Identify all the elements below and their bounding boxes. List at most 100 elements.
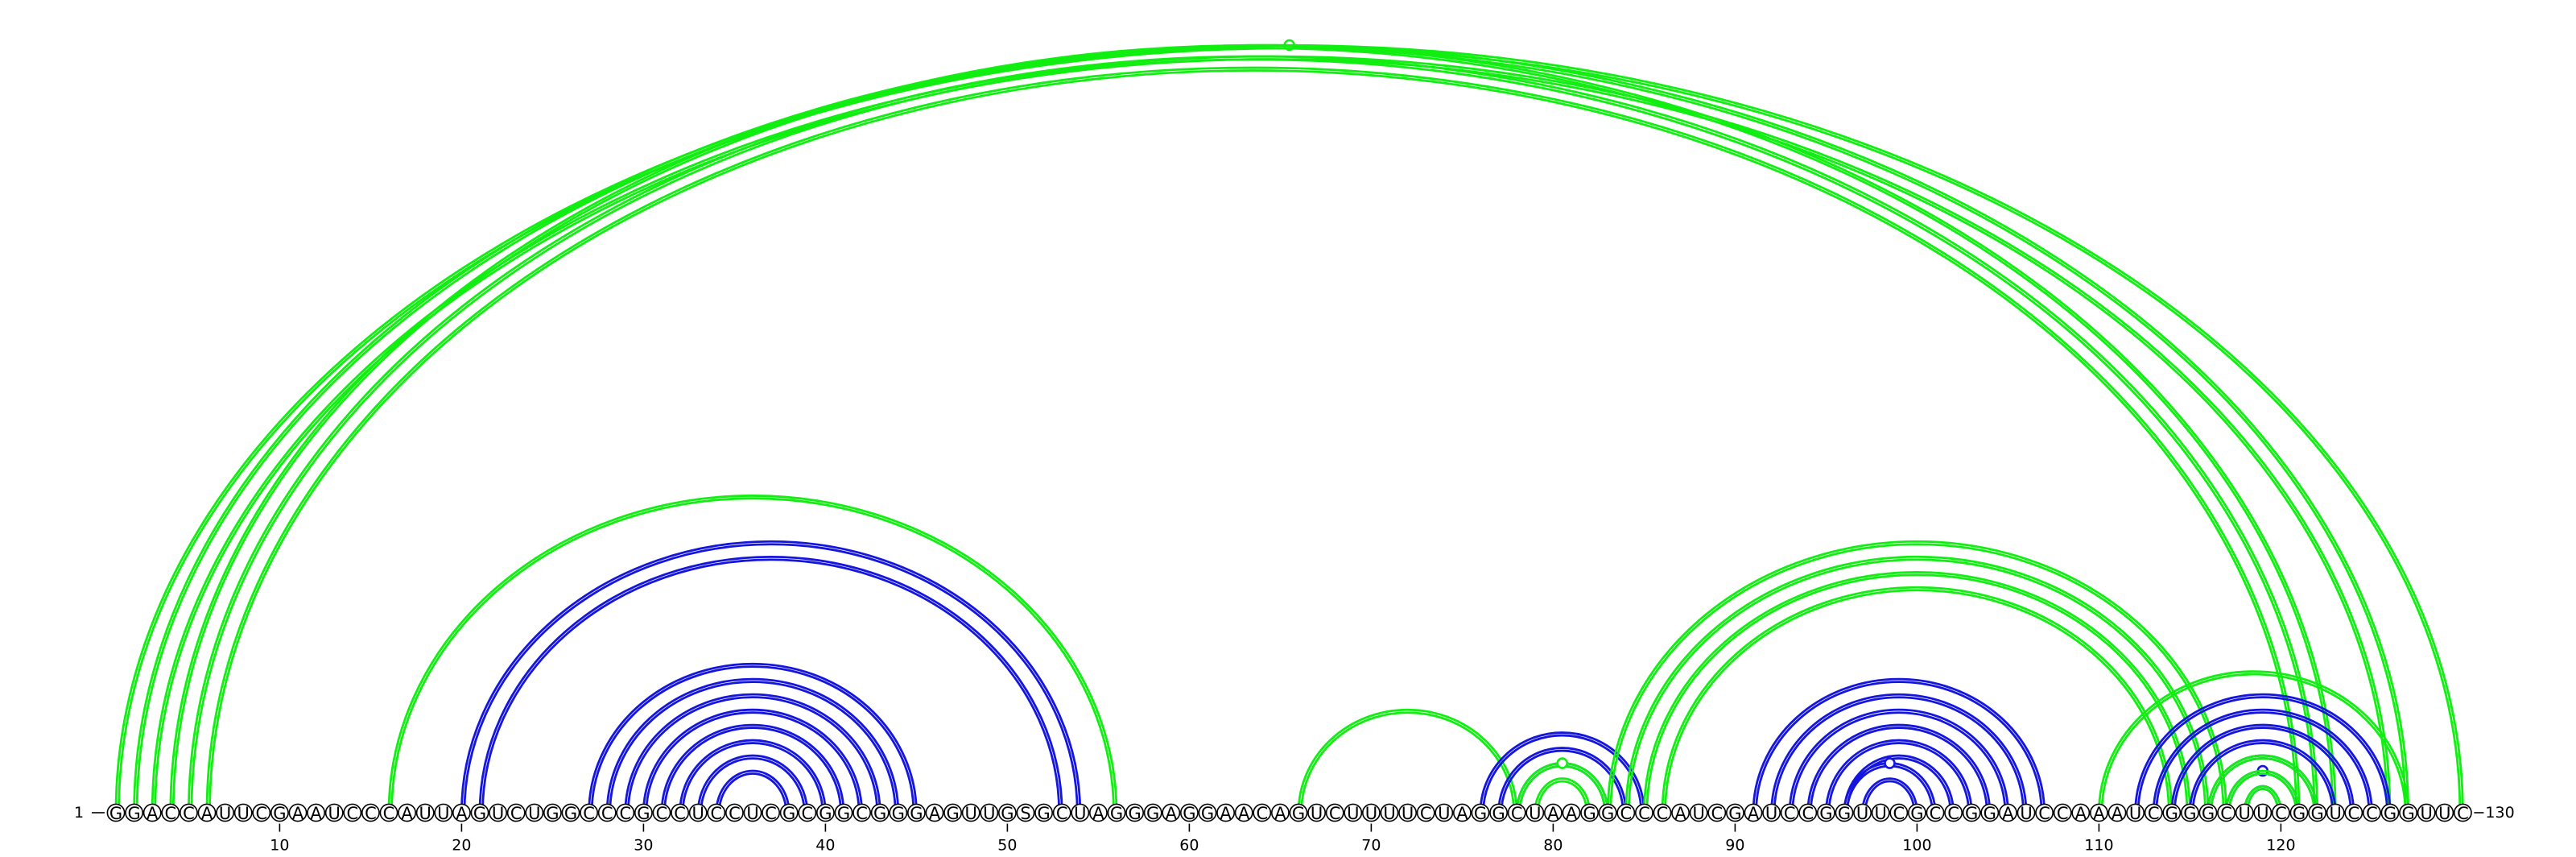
nucleotide-circle <box>1980 803 2000 822</box>
base-pair-arc-blue <box>2152 708 2373 814</box>
nucleotide-circle <box>1052 803 1071 822</box>
nucleotide-circle <box>1380 803 1399 822</box>
base-pair-arc-blue <box>1773 696 2025 814</box>
nucleotide-circle <box>1762 803 1781 822</box>
nucleotide-circle <box>1780 803 1799 822</box>
nucleotide-letter: C <box>674 804 686 823</box>
nucleotide-letter: C <box>1420 804 1432 823</box>
nucleotide-letter: U <box>965 804 977 823</box>
nucleotide-letter: G <box>2202 804 2215 823</box>
base-pair-arc-blue <box>2170 723 2355 814</box>
base-pair-arc-green <box>1664 589 2170 814</box>
nucleotide-circle <box>1198 803 1217 822</box>
nucleotide-circle <box>961 803 980 822</box>
nucleotide-letter: C <box>2347 804 2359 823</box>
nucleotide-letter: U <box>219 804 231 823</box>
nucleotide-letter: C <box>729 804 741 823</box>
nucleotide-circle <box>2326 803 2345 822</box>
nucleotide-circle <box>1689 803 1708 822</box>
nucleotide-circle <box>1307 803 1327 822</box>
nucleotide-circle <box>233 803 253 822</box>
base-pair-arc-blue <box>1788 708 2009 814</box>
nucleotide-circle <box>1871 803 1890 822</box>
nucleotide-circle <box>1889 803 1909 822</box>
nucleotide-circle <box>2344 803 2363 822</box>
nucleotide-circle <box>762 803 781 822</box>
nucleotide-circle <box>870 803 890 822</box>
nucleotide-letter: G <box>1037 804 1050 823</box>
nucleotide-circle <box>2289 803 2309 822</box>
nucleotide-letter: U <box>1347 804 1359 823</box>
nucleotide-circle <box>779 803 799 822</box>
nucleotide-circle <box>2453 803 2472 822</box>
nucleotide-circle <box>1071 803 1090 822</box>
nucleotide-letter: C <box>1893 804 1905 823</box>
nucleotide-circle <box>561 803 580 822</box>
nucleotide-circle <box>1835 803 1854 822</box>
nucleotide-letter: U <box>1856 804 1868 823</box>
nucleotide-letter: U <box>492 804 504 823</box>
base-pair-arc-blue <box>1827 742 1971 814</box>
nucleotide-circle <box>142 803 162 822</box>
base-pair-arc-blue <box>715 769 791 814</box>
nucleotide-letter: C <box>1802 804 1814 823</box>
nucleotide-circle <box>834 803 853 822</box>
nucleotide-letter: G <box>1819 804 1832 823</box>
nucleotide-circle <box>2198 803 2218 822</box>
nucleotide-letter: C <box>2220 804 2232 823</box>
nucleotide-circle <box>2235 803 2254 822</box>
nucleotide-letter: U <box>1383 804 1395 823</box>
nucleotide-circle <box>725 803 744 822</box>
base-pair-arc-blue <box>2134 693 2392 814</box>
arc-apex-marker <box>1556 757 1568 769</box>
nucleotide-letter: C <box>1657 804 1669 823</box>
base-pair-arc-green <box>205 66 2301 814</box>
base-pair-arc-blue <box>2173 727 2352 814</box>
tick-label: 30 <box>634 837 653 855</box>
nucleotide-circle <box>1853 803 1872 822</box>
base-pair-arc-green <box>1534 777 1591 814</box>
nucleotide-letter: A <box>292 804 304 823</box>
tick-label: 60 <box>1179 837 1199 855</box>
nucleotide-circle <box>1107 803 1126 822</box>
nucleotide-circle <box>1671 803 1690 822</box>
base-pair-arc-blue <box>645 711 861 814</box>
base-pair-arc-green <box>1297 708 1518 814</box>
nucleotide-circle <box>652 803 671 822</box>
nucleotide-circle <box>1816 803 1835 822</box>
nucleotide-circle <box>2417 803 2436 822</box>
nucleotide-letter: G <box>1965 804 1978 823</box>
nucleotide-circle <box>1271 803 1290 822</box>
nucleotide-circle <box>415 803 435 822</box>
nucleotide-circle <box>688 803 708 822</box>
nucleotide-circle <box>1125 803 1145 822</box>
nucleotide-circle <box>1707 803 1727 822</box>
base-pair-arc-green <box>188 55 2318 814</box>
nucleotide-letter: C <box>1329 804 1341 823</box>
base-pair-arc-blue <box>679 739 827 814</box>
nucleotide-letter: U <box>692 804 704 823</box>
nucleotide-circle <box>1962 803 1981 822</box>
nucleotide-letter: A <box>1092 804 1104 823</box>
nucleotide-letter: G <box>273 804 286 823</box>
nucleotide-letter: A <box>401 804 413 823</box>
nucleotide-circle <box>252 803 271 822</box>
nucleotide-letter: U <box>328 804 341 823</box>
nucleotide-letter: G <box>127 804 140 823</box>
base-pair-arc-green <box>2243 785 2282 814</box>
nucleotide-letter: A <box>310 804 322 823</box>
position-ticks: 10 20 30 40 50 60 70 80 90 100 110 120 <box>270 823 2296 855</box>
base-pair-arc-blue <box>717 772 788 814</box>
nucleotide-letter: C <box>583 804 595 823</box>
nucleotide-letter: U <box>2256 804 2268 823</box>
nucleotide-circle <box>980 803 999 822</box>
nucleotide-letter: U <box>2020 804 2032 823</box>
nucleotide-letter: C <box>1256 804 1268 823</box>
nucleotide-letter: C <box>856 804 868 823</box>
nucleotide-circle <box>743 803 762 822</box>
base-pair-arc-blue <box>609 681 897 814</box>
base-pair-arc-green <box>114 43 2464 814</box>
nucleotide-letter: U <box>419 804 431 823</box>
base-pair-arc-green <box>2100 673 2407 814</box>
